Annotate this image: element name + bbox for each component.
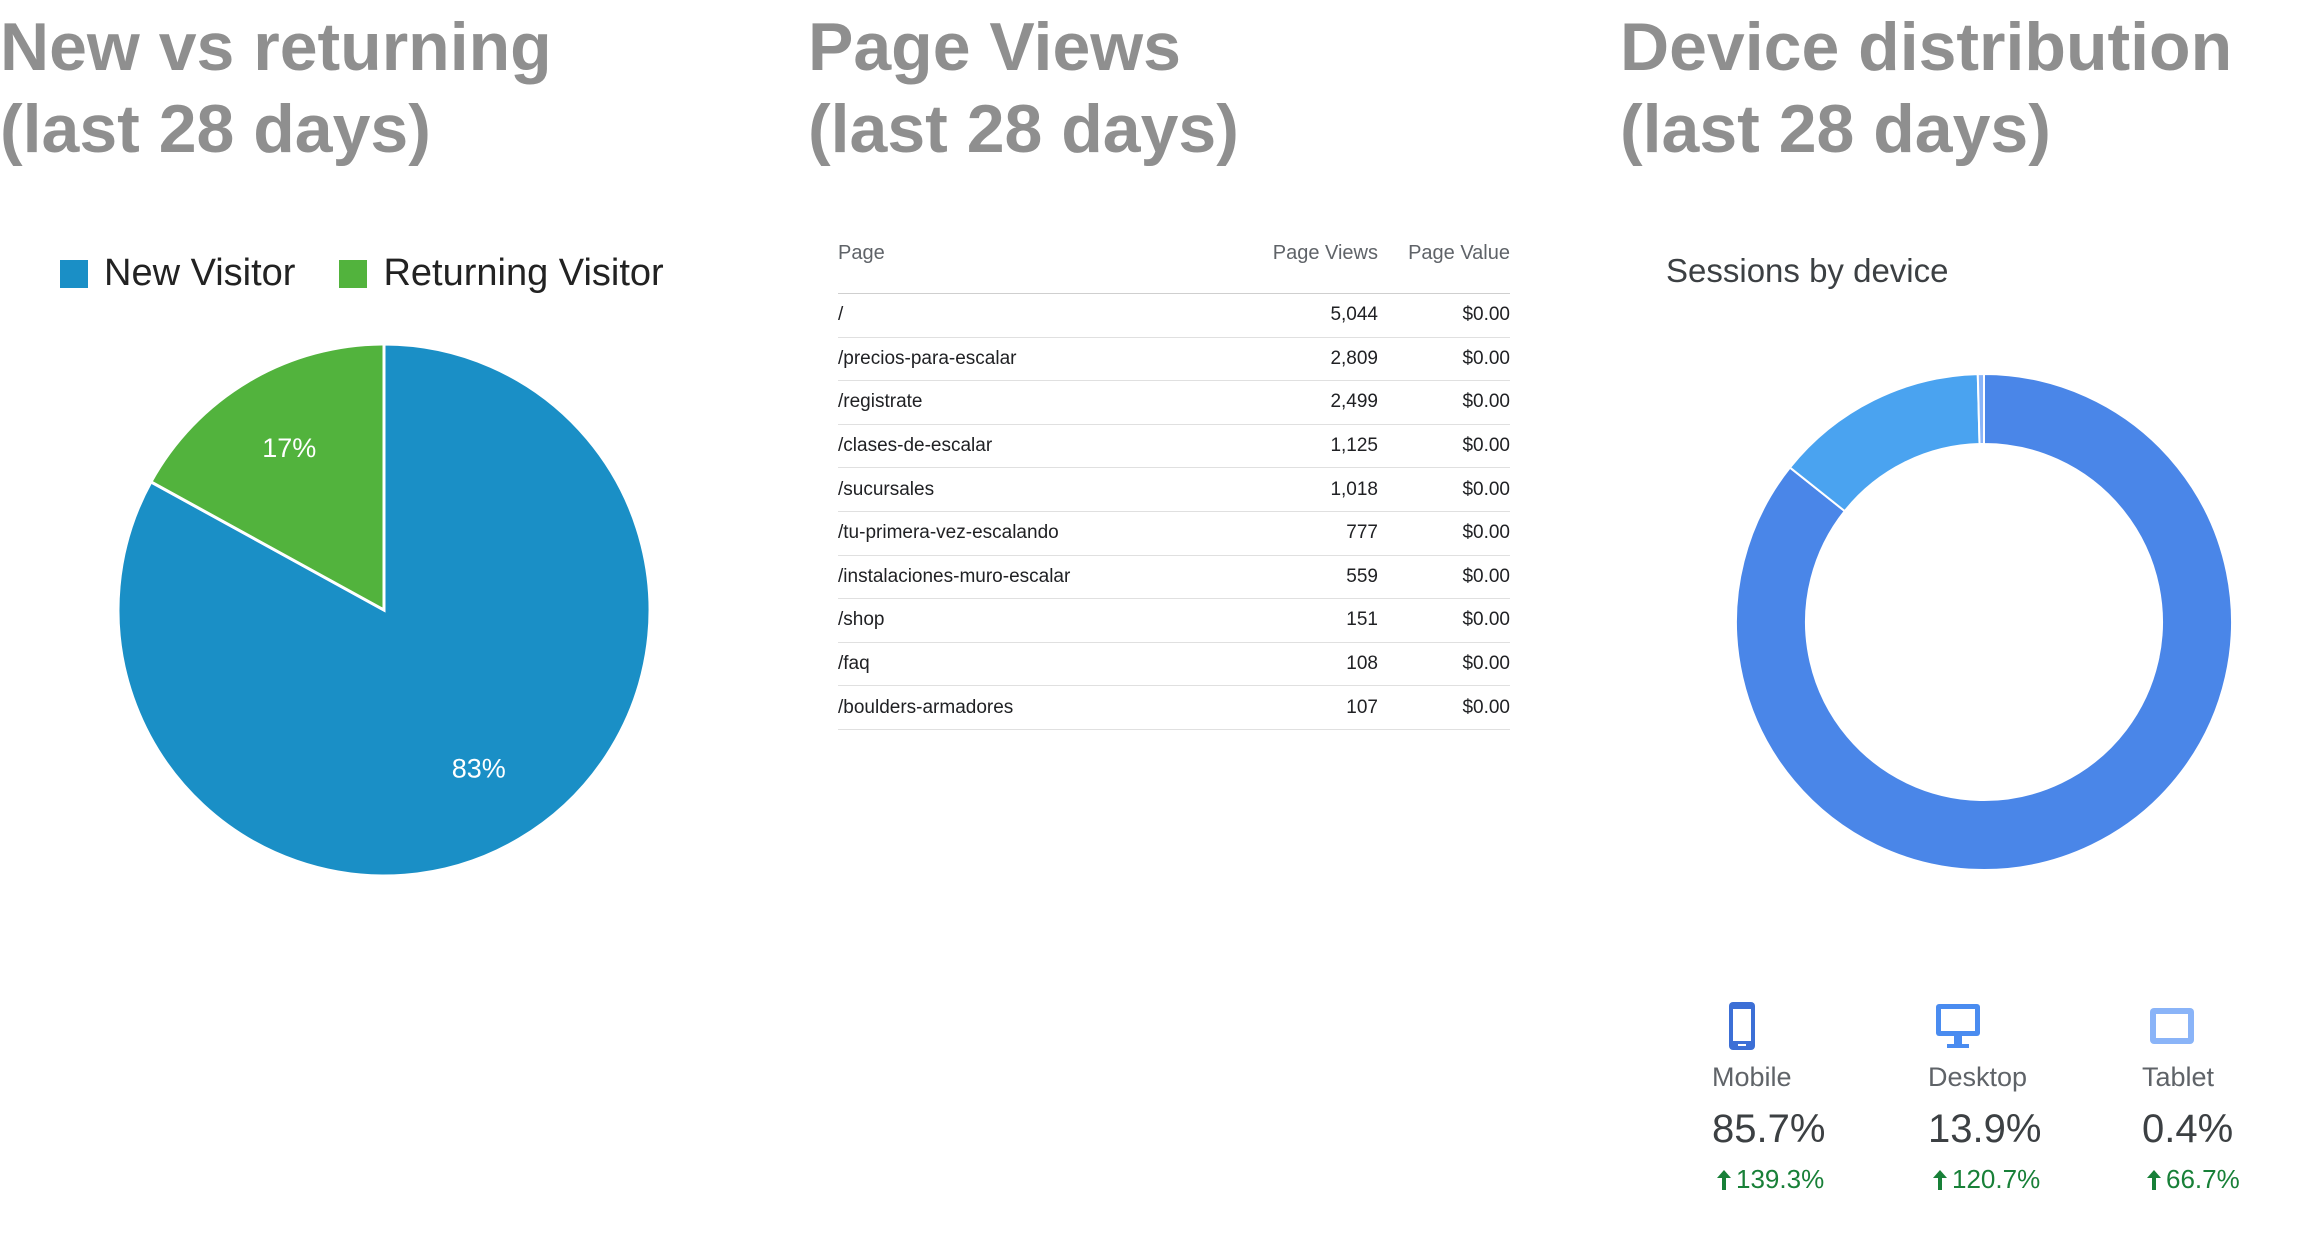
cell-page-value: $0.00 bbox=[1462, 435, 1510, 457]
cell-page-views: 2,499 bbox=[1330, 391, 1378, 413]
cell-page: /precios-para-escalar bbox=[838, 347, 1017, 369]
device-label-mobile: Mobile bbox=[1712, 1062, 1792, 1092]
column-header-page-views[interactable]: Page Views bbox=[1272, 242, 1378, 264]
pageviews-title-line1: Page Views bbox=[808, 9, 1181, 85]
pageviews-title-line2: (last 28 days) bbox=[808, 91, 1239, 167]
table-row[interactable]: /shop 151 $0.00 bbox=[838, 599, 1510, 643]
smartphone-icon bbox=[1729, 1002, 1755, 1050]
cell-page-value: $0.00 bbox=[1462, 653, 1510, 675]
new-vs-returning-panel: New vs returning (last 28 days) New Visi… bbox=[0, 0, 800, 1233]
donut-slice-tablet[interactable] bbox=[1976, 372, 1985, 446]
table-row[interactable]: /registrate 2,499 $0.00 bbox=[838, 381, 1510, 425]
table-row[interactable]: /tu-primera-vez-escalando 777 $0.00 bbox=[838, 512, 1510, 556]
visitors-panel-title: New vs returning (last 28 days) bbox=[0, 6, 552, 170]
cell-page-value: $0.00 bbox=[1462, 391, 1510, 413]
cell-page-value: $0.00 bbox=[1462, 347, 1510, 369]
sessions-by-device-title: Sessions by device bbox=[1666, 252, 1949, 289]
column-header-page[interactable]: Page bbox=[838, 242, 885, 264]
visitors-title-line1: New vs returning bbox=[0, 9, 552, 85]
cell-page-views: 777 bbox=[1346, 522, 1378, 544]
device-change-mobile: 139.3% bbox=[1712, 1164, 1912, 1195]
legend-item-returning-visitor[interactable]: Returning Visitor bbox=[339, 252, 664, 295]
legend-item-new-visitor[interactable]: New Visitor bbox=[60, 252, 295, 295]
cell-page-views: 108 bbox=[1346, 653, 1378, 675]
device-percent-tablet: 0.4% bbox=[2142, 1107, 2234, 1151]
cell-page: / bbox=[838, 304, 844, 326]
visitor-pie-chart: 83% 17% bbox=[116, 342, 652, 878]
device-change-value-mobile: 139.3% bbox=[1736, 1164, 1825, 1194]
cell-page: /registrate bbox=[838, 391, 923, 413]
cell-page-value: $0.00 bbox=[1462, 478, 1510, 500]
column-header-page-value[interactable]: Page Value bbox=[1408, 242, 1510, 264]
cell-page: /boulders-armadores bbox=[838, 696, 1014, 718]
cell-page-value: $0.00 bbox=[1462, 696, 1510, 718]
table-row[interactable]: /instalaciones-muro-escalar 559 $0.00 bbox=[838, 556, 1510, 600]
legend-label-returning-visitor: Returning Visitor bbox=[383, 252, 664, 294]
devices-title-line1: Device distribution bbox=[1620, 9, 2233, 85]
tablet-icon bbox=[2150, 1008, 2194, 1044]
up-arrow-icon bbox=[1933, 1169, 1947, 1190]
table-row[interactable]: /sucursales 1,018 $0.00 bbox=[838, 468, 1510, 512]
up-arrow-icon bbox=[2147, 1169, 2161, 1190]
cell-page: /shop bbox=[838, 609, 885, 631]
pie-legend: New Visitor Returning Visitor bbox=[60, 252, 708, 295]
cell-page-views: 1,018 bbox=[1330, 478, 1378, 500]
cell-page-value: $0.00 bbox=[1462, 565, 1510, 587]
cell-page-views: 559 bbox=[1346, 565, 1378, 587]
table-row[interactable]: /faq 108 $0.00 bbox=[838, 643, 1510, 687]
up-arrow-icon bbox=[1717, 1169, 1731, 1190]
device-stat-mobile[interactable]: Mobile 85.7% 139.3% bbox=[1712, 1000, 1912, 1195]
devices-title-line2: (last 28 days) bbox=[1620, 91, 2051, 167]
cell-page-views: 2,809 bbox=[1330, 347, 1378, 369]
legend-label-new-visitor: New Visitor bbox=[104, 252, 296, 294]
device-distribution-panel: Device distribution (last 28 days) Sessi… bbox=[1620, 0, 2320, 1233]
table-header-row: Page Page Views Page Value bbox=[838, 236, 1510, 294]
cell-page: /sucursales bbox=[838, 478, 935, 500]
cell-page-views: 107 bbox=[1346, 696, 1378, 718]
devices-panel-title: Device distribution (last 28 days) bbox=[1620, 6, 2232, 170]
page-views-panel: Page Views (last 28 days) Page Page View… bbox=[808, 0, 1568, 1233]
cell-page-views: 151 bbox=[1346, 609, 1378, 631]
cell-page-value: $0.00 bbox=[1462, 304, 1510, 326]
donut-slice-mobile[interactable] bbox=[1735, 372, 2233, 871]
cell-page: /instalaciones-muro-escalar bbox=[838, 565, 1071, 587]
table-row[interactable]: /boulders-armadores 107 $0.00 bbox=[838, 686, 1510, 730]
page-views-table: Page Page Views Page Value / 5,044 $0.00/p… bbox=[838, 236, 1510, 730]
donut-slice-desktop[interactable] bbox=[1788, 373, 1981, 513]
cell-page: /clases-de-escalar bbox=[838, 435, 993, 457]
cell-page: /tu-primera-vez-escalando bbox=[838, 522, 1059, 544]
table-row[interactable]: /precios-para-escalar 2,809 $0.00 bbox=[838, 338, 1510, 382]
cell-page-views: 1,125 bbox=[1330, 435, 1378, 457]
device-percent-mobile: 85.7% bbox=[1712, 1107, 1826, 1151]
cell-page-value: $0.00 bbox=[1462, 522, 1510, 544]
device-label-desktop: Desktop bbox=[1928, 1062, 2028, 1092]
device-change-value-tablet: 66.7% bbox=[2166, 1164, 2240, 1194]
device-donut-chart bbox=[1735, 372, 2233, 871]
device-change-desktop: 120.7% bbox=[1928, 1164, 2128, 1195]
device-label-tablet: Tablet bbox=[2142, 1062, 2215, 1092]
cell-page: /faq bbox=[838, 653, 870, 675]
pageviews-panel-title: Page Views (last 28 days) bbox=[808, 6, 1239, 170]
legend-swatch-new-visitor bbox=[60, 259, 88, 288]
cell-page-views: 5,044 bbox=[1330, 304, 1378, 326]
cell-page-value: $0.00 bbox=[1462, 609, 1510, 631]
legend-swatch-returning-visitor bbox=[339, 259, 368, 288]
pie-value-label: 83% bbox=[452, 753, 506, 783]
device-change-tablet: 66.7% bbox=[2142, 1164, 2320, 1195]
device-stat-tablet[interactable]: Tablet 0.4% 66.7% bbox=[2142, 1000, 2320, 1195]
table-row[interactable]: /clases-de-escalar 1,125 $0.00 bbox=[838, 425, 1510, 469]
device-percent-desktop: 13.9% bbox=[1928, 1107, 2042, 1151]
table-row[interactable]: / 5,044 $0.00 bbox=[838, 294, 1510, 338]
device-stat-desktop[interactable]: Desktop 13.9% 120.7% bbox=[1928, 1000, 2128, 1195]
desktop-icon bbox=[1936, 1004, 1980, 1048]
pie-value-label: 17% bbox=[262, 433, 316, 463]
visitors-title-line2: (last 28 days) bbox=[0, 91, 431, 167]
pie-slice-returning-visitor[interactable] bbox=[148, 342, 386, 613]
device-change-value-desktop: 120.7% bbox=[1952, 1164, 2041, 1194]
